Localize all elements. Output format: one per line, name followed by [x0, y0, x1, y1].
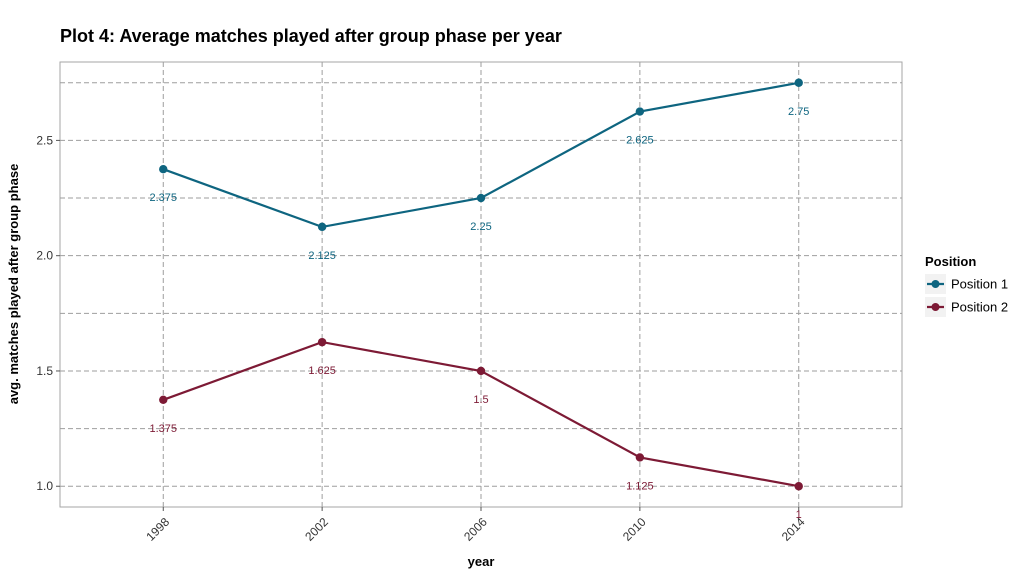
legend: Position Position 1 Position 2 — [925, 254, 1008, 317]
x-tick-label: 2014 — [779, 515, 808, 544]
data-point — [794, 482, 803, 491]
data-point — [317, 222, 327, 232]
data-label: 1 — [796, 509, 802, 521]
data-label: 1.375 — [149, 423, 177, 435]
x-tick-label: 2006 — [461, 515, 490, 544]
legend-key-point — [931, 280, 940, 288]
legend-label: Position 2 — [951, 300, 1008, 315]
legend-label: Position 1 — [951, 277, 1008, 292]
legend-key-point — [931, 303, 940, 311]
y-tick-label: 2.0 — [36, 249, 53, 263]
y-tick-label: 2.5 — [36, 133, 53, 147]
x-tick-label: 2002 — [302, 515, 331, 544]
data-label: 1.625 — [308, 365, 336, 377]
x-axis-ticks: 1998 2002 2006 2010 2014 — [143, 507, 808, 544]
data-labels: 2.375 2.125 2.25 2.625 2.75 1.375 1.625 1.5 1.12… — [149, 106, 809, 521]
chart-title: Plot 4: Average matches played after gro… — [60, 26, 562, 46]
data-point — [159, 165, 168, 174]
x-tick-label: 1998 — [143, 515, 172, 544]
y-axis-title: avg. matches played after group phase — [6, 164, 21, 405]
x-tick-label: 2010 — [620, 515, 649, 544]
legend-title: Position — [925, 254, 976, 269]
data-label: 2.25 — [470, 221, 491, 233]
data-point — [317, 337, 327, 347]
data-label: 2.125 — [308, 250, 336, 262]
data-label: 1.125 — [626, 480, 654, 492]
x-axis-title: year — [468, 554, 495, 569]
data-point — [476, 366, 486, 376]
y-tick-label: 1.5 — [36, 364, 53, 378]
data-label: 2.75 — [788, 106, 809, 118]
series-points — [159, 78, 803, 491]
data-point — [476, 193, 486, 203]
data-label: 2.375 — [149, 192, 177, 204]
data-point — [159, 395, 168, 404]
data-label: 2.625 — [626, 135, 654, 147]
data-point — [635, 107, 645, 116]
data-point — [635, 453, 645, 462]
data-point — [794, 78, 803, 87]
data-label: 1.5 — [473, 394, 488, 406]
y-tick-label: 1.0 — [36, 479, 53, 493]
y-axis-ticks: 1.0 1.5 2.0 2.5 — [36, 133, 60, 493]
